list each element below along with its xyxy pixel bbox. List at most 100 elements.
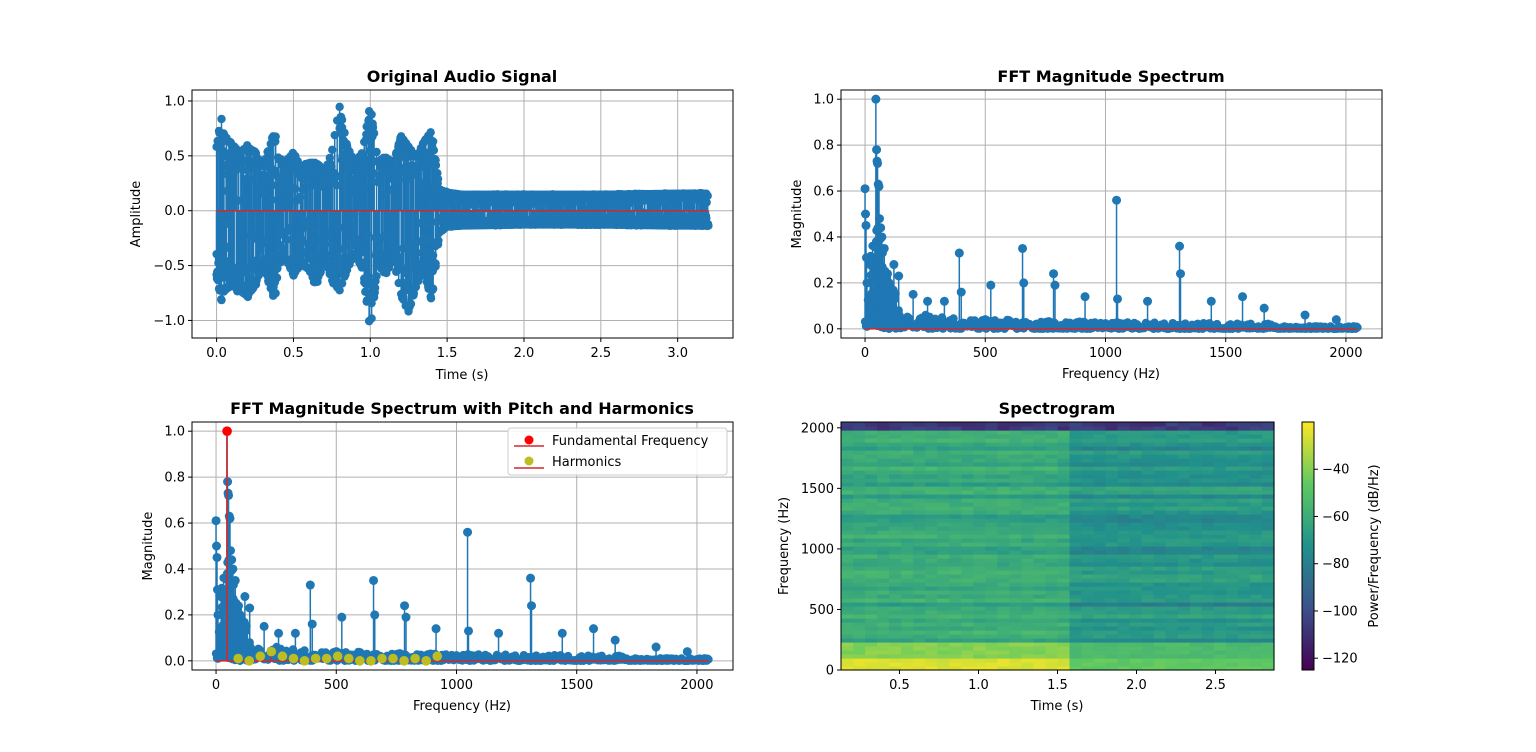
spectrum-peak (923, 296, 933, 306)
signal-point (704, 221, 713, 230)
signal-point (316, 219, 326, 228)
signal-point (335, 286, 344, 295)
y-axis-label: Amplitude (129, 181, 144, 248)
signal-point (235, 246, 244, 256)
signal-point (330, 130, 339, 140)
signal-point (428, 284, 438, 293)
signal-point (309, 224, 318, 234)
signal-point (262, 180, 271, 189)
signal-point (431, 161, 441, 170)
signal-point (426, 294, 436, 303)
y-axis-label: Magnitude (790, 180, 805, 249)
signal-point (640, 196, 649, 205)
spectrum-point (879, 294, 889, 304)
signal-point (222, 186, 231, 196)
spectrum-point (862, 322, 872, 331)
signal-point (332, 181, 342, 190)
spectrum-peak (1018, 243, 1028, 253)
spectrum-peak (986, 280, 996, 290)
signal-point (296, 192, 305, 202)
x-axis-label: Frequency (Hz) (1062, 367, 1160, 382)
x-tick-label: 2.0 (514, 346, 535, 361)
signal-point (217, 295, 226, 305)
x-tick-label: 0.5 (283, 346, 304, 361)
signal-point (363, 272, 372, 281)
spectrum-peak (1206, 296, 1216, 306)
chart-title: Original Audio Signal (367, 67, 558, 86)
signal-point (428, 251, 438, 260)
spectrum-peak (1019, 278, 1029, 288)
spectrum-peak (1112, 195, 1122, 205)
spectrum-point (889, 294, 898, 303)
x-tick-label: 500 (973, 346, 998, 361)
signal-point (291, 184, 300, 193)
spectrum-peak (874, 181, 884, 191)
signal-point (217, 114, 226, 124)
spectrum-peak (939, 296, 949, 306)
signal-point (271, 289, 280, 298)
signal-point (369, 177, 378, 187)
signal-point (379, 189, 388, 199)
y-tick-label: 0.2 (813, 276, 834, 291)
signal-point (261, 236, 270, 245)
signal-point (223, 219, 232, 228)
spectrum-peak (871, 94, 881, 104)
signal-point (349, 210, 359, 219)
spectrum-peak (862, 278, 872, 288)
y-tick-label: 0.6 (813, 185, 834, 200)
x-tick-label: 1500 (1209, 346, 1242, 361)
signal-point (284, 183, 293, 192)
signal-point (354, 175, 363, 185)
signal-point (245, 174, 255, 184)
x-tick-label: 1000 (1089, 346, 1122, 361)
signal-point (272, 273, 282, 282)
fft-spectrum-chart: 0 500 1000 1500 2000 0.0 0.2 0.4 0.6 0.8 1.0 FFT M… (790, 67, 1383, 382)
signal-point (337, 279, 347, 288)
signal-point (311, 251, 320, 260)
signal-point (328, 145, 337, 155)
signal-point (702, 198, 711, 207)
signal-point (412, 169, 421, 179)
spectrum-point (1353, 323, 1362, 332)
signal-point (423, 235, 432, 244)
spectrum-point (875, 262, 884, 271)
spectrum-point (949, 314, 958, 323)
signal-point (367, 167, 377, 176)
signal-point (401, 268, 410, 278)
signal-point (405, 248, 415, 257)
signal-point (422, 219, 431, 228)
x-tick-label: 2000 (1329, 346, 1362, 361)
signal-point (358, 243, 368, 253)
y-tick-label: 0.0 (164, 204, 185, 219)
signal-point (391, 200, 400, 209)
signal-point (285, 223, 294, 233)
signal-point (239, 194, 249, 204)
signal-point (316, 267, 325, 277)
spectrum-peak (861, 220, 871, 230)
signal-point (335, 223, 344, 232)
signal-point (418, 183, 427, 193)
x-tick-label: 1.5 (437, 346, 458, 361)
y-tick-label: 0.5 (164, 149, 185, 164)
signal-point (370, 283, 380, 293)
spectrum-point (879, 286, 888, 295)
spectrum-peak (860, 184, 870, 194)
spectrum-peak (1080, 292, 1090, 302)
spectrum-peak (876, 223, 886, 233)
signal-point (307, 239, 316, 248)
y-tick-label: −1.0 (153, 314, 185, 329)
signal-point (429, 146, 439, 155)
x-tick-label: 2.5 (590, 346, 611, 361)
signal-point (375, 178, 384, 187)
spectrum-peak (884, 278, 894, 288)
signal-point (327, 162, 336, 171)
signal-point (263, 257, 272, 266)
signal-point (372, 147, 381, 157)
spectrum-peak (908, 289, 918, 299)
audio-signal-chart: 0.0 0.5 1.0 1.5 2.0 2.5 3.0 −1.0 −0.5 0.0 0.5 1.0 O… (129, 67, 734, 383)
signal-point (406, 299, 416, 309)
signal-point (220, 241, 230, 251)
signal-point (362, 230, 371, 239)
signal-point (374, 171, 383, 180)
